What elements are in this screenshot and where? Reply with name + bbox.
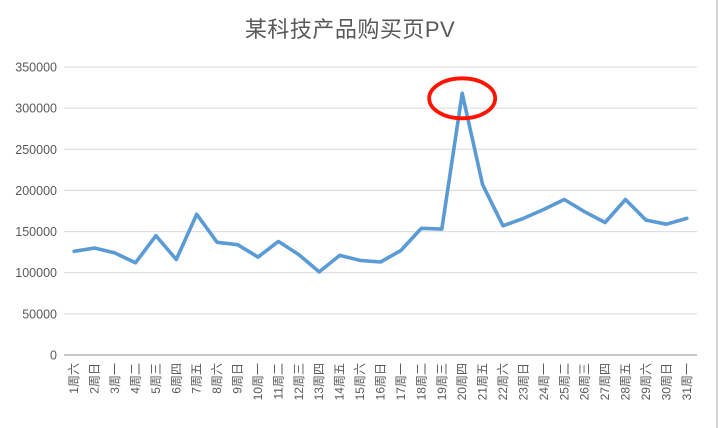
pv-series-line: [72, 91, 689, 274]
y-gridlines: [64, 66, 697, 315]
window-right-border: [716, 0, 718, 428]
y-axis-label: 100000: [15, 266, 57, 280]
y-axis-labels: 0 50000 100000 150000 200000 250000 300000 3500…: [15, 61, 57, 363]
y-axis-label: 50000: [22, 307, 57, 321]
x-axis-label: 9周日: [231, 363, 245, 394]
x-axis-label: 24周一: [537, 363, 551, 400]
x-axis-label: 3周一: [108, 363, 122, 394]
x-axis-labels: 1周六 2周日 3周一 4周二 5周三 6周四 7周五 8周六 9周日 10周一 11周二 12周三 1…: [67, 363, 694, 400]
y-axis-label: 150000: [15, 225, 57, 239]
x-axis-label: 5周三: [149, 363, 163, 394]
x-axis-label: 25周二: [557, 363, 571, 400]
x-axis-label: 29周六: [639, 363, 653, 400]
x-axis-label: 27周四: [598, 363, 612, 400]
x-axis-label: 19周三: [435, 363, 449, 400]
x-axis-label: 20周四: [455, 363, 469, 400]
x-axis-label: 13周四: [312, 363, 326, 400]
highlight-ellipse: [427, 76, 498, 121]
x-axis-label: 28周五: [619, 363, 633, 400]
x-axis-label: 12周三: [292, 363, 306, 400]
x-axis-label: 22周六: [496, 363, 510, 400]
x-axis-label: 15周六: [353, 363, 367, 400]
y-axis-label: 350000: [15, 61, 57, 75]
y-axis-label: 200000: [15, 184, 57, 198]
x-axis-label: 10周一: [251, 363, 265, 400]
chart-title: 某科技产品购买页PV: [244, 17, 456, 42]
x-axis-label: 6周四: [169, 363, 183, 394]
x-axis-label: 16周日: [374, 363, 388, 400]
x-axis-label: 21周五: [476, 363, 490, 400]
x-axis-label: 18周二: [414, 363, 428, 400]
y-axis-label: 0: [50, 349, 57, 363]
x-axis-label: 26周三: [578, 363, 592, 400]
x-axis-label: 8周六: [210, 363, 224, 394]
y-axis-label: 250000: [15, 143, 57, 157]
x-axis-label: 1周六: [67, 363, 81, 394]
y-axis-label: 300000: [15, 102, 57, 116]
x-axis-label: 14周五: [333, 363, 347, 400]
x-axis-label: 31周一: [680, 363, 694, 400]
x-axis-label: 11周二: [271, 363, 285, 399]
x-axis-label: 2周日: [88, 363, 102, 394]
x-axis-label: 7周五: [190, 363, 204, 394]
x-axis-label: 23周日: [516, 363, 530, 400]
x-axis-label: 30周日: [659, 363, 673, 400]
x-axis-label: 17周一: [394, 363, 408, 400]
x-axis-label: 4周二: [128, 363, 142, 394]
